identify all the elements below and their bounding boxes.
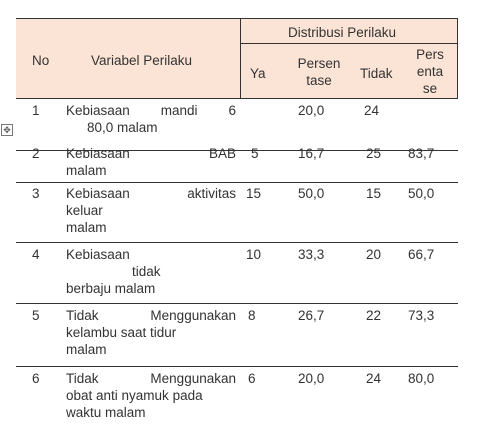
row-1-tidak: 24 xyxy=(364,103,380,118)
header-tidak: Tidak xyxy=(360,66,393,81)
row-5-ya: 8 xyxy=(248,308,256,323)
row-3-persen-1: 50,0 xyxy=(298,186,325,201)
row-1-no: 1 xyxy=(32,103,40,118)
row-4-tidak: 20 xyxy=(366,247,382,262)
row-2-tidak: 25 xyxy=(366,146,382,161)
row-5-persen-2: 73,3 xyxy=(408,308,435,323)
row-3-ya: 15 xyxy=(246,186,262,201)
rule-row-4 xyxy=(16,303,458,304)
behavior-distribution-table: No Variabel Perilaku Distribusi Perilaku… xyxy=(16,18,458,428)
row-6-tidak: 24 xyxy=(366,371,382,386)
rule-row-2 xyxy=(16,182,458,183)
row-5-persen-1: 26,7 xyxy=(298,308,325,323)
row-2-persen-2: 83,7 xyxy=(408,146,435,161)
row-3-no: 3 xyxy=(32,186,40,201)
rule-group-bottom xyxy=(240,43,458,44)
header-persentase-2: Pers enta se xyxy=(416,47,444,96)
row-6-variable: Tidak Menggunakan obat anti nyamuk pada w… xyxy=(66,371,236,420)
rule-right-edge xyxy=(457,18,458,98)
header-persentase-1: Persen tase xyxy=(297,56,341,88)
header-distribution: Distribusi Perilaku xyxy=(288,25,397,40)
row-2-ya: 5 xyxy=(251,146,259,161)
row-2-no: 2 xyxy=(32,146,40,161)
header-no: No xyxy=(32,53,50,68)
row-4-persen-1: 33,3 xyxy=(298,247,325,262)
row-5-tidak: 22 xyxy=(366,308,382,323)
header-variable: Variabel Perilaku xyxy=(91,53,193,68)
rule-row-1 xyxy=(16,150,458,151)
rule-top xyxy=(16,18,458,19)
rule-header-bottom xyxy=(16,98,458,99)
row-5-no: 5 xyxy=(32,308,40,323)
row-3-tidak: 15 xyxy=(366,186,382,201)
row-4-variable: Kebiasaan tidak berbaju malam xyxy=(66,247,161,296)
rule-col-divider xyxy=(240,18,241,98)
row-1-variable: Kebiasaan mandi 6 80,0 malam xyxy=(66,103,236,135)
row-4-no: 4 xyxy=(32,247,40,262)
row-6-no: 6 xyxy=(32,371,40,386)
row-4-ya: 10 xyxy=(246,247,262,262)
row-4-persen-2: 66,7 xyxy=(408,247,435,262)
row-1-persen-1: 20,0 xyxy=(298,103,325,118)
row-2-persen-1: 16,7 xyxy=(298,146,325,161)
table-move-handle-icon[interactable]: ✥ xyxy=(1,124,13,136)
rule-row-5 xyxy=(16,366,458,367)
row-2-variable: Kebiasaan BAB malam xyxy=(66,146,236,178)
row-6-persen-1: 20,0 xyxy=(298,371,325,386)
header-ya: Ya xyxy=(250,66,266,81)
row-3-persen-2: 50,0 xyxy=(408,186,435,201)
row-5-variable: Tidak Menggunakan kelambu saat tidur mala… xyxy=(66,308,236,357)
table-header xyxy=(16,18,458,98)
row-3-variable: Kebiasaan aktivitas keluar malam xyxy=(66,186,236,235)
row-6-persen-2: 80,0 xyxy=(408,371,435,386)
row-6-ya: 6 xyxy=(248,371,256,386)
rule-row-3 xyxy=(16,242,458,243)
